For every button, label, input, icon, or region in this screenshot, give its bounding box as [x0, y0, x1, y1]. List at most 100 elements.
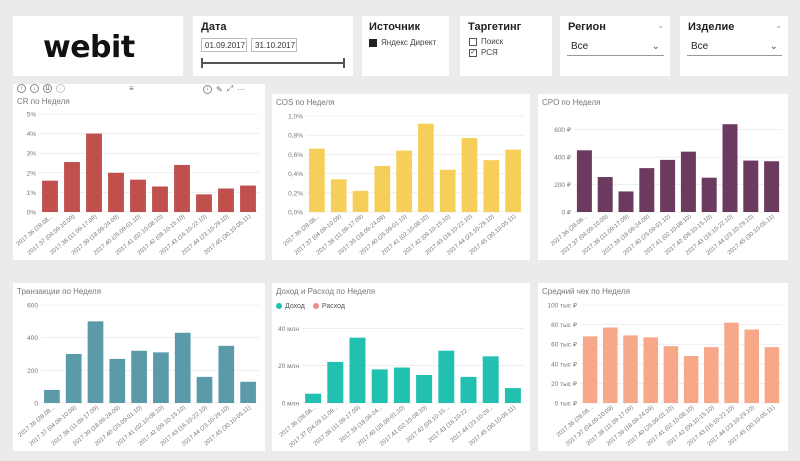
product-dropdown-value: Все: [691, 41, 709, 52]
region-dropdown-value: Все: [571, 41, 589, 52]
bar: [42, 180, 58, 212]
chart-card-avg-check[interactable]: Средний чек по Неделя 0 тыс ₽ 20 тыс ₽ 40 …: [538, 283, 788, 451]
bar: [618, 191, 634, 212]
targeting-slicer-title: Таргетинг: [468, 21, 522, 33]
checkbox-checked[interactable]: ✓: [469, 48, 477, 57]
chart-card-cos[interactable]: COS по Неделя 0,0% 0,2% 0,4% 0,6% 0,8% 1,0% 20…: [272, 94, 530, 260]
bar: [130, 179, 146, 212]
chart-card-income-expense[interactable]: Доход и Расход по Неделя Доход Расход 0 …: [272, 283, 530, 451]
targeting-option-label: Поиск: [481, 37, 504, 46]
bar: [418, 123, 434, 212]
bar: [576, 150, 592, 212]
x-tick-label: 2017.36 (28.08...: [550, 214, 589, 248]
bar: [174, 164, 190, 212]
bar: [218, 345, 235, 403]
y-tick-label: 1,0%: [288, 114, 303, 121]
region-dropdown[interactable]: Все ⌄: [567, 38, 664, 56]
product-dropdown[interactable]: Все ⌄: [687, 38, 782, 56]
drill-down-icon[interactable]: ↓: [30, 84, 39, 93]
targeting-option-rsya[interactable]: ✓ РСЯ: [469, 48, 498, 57]
chart-card-transactions[interactable]: Транзакции по Неделя 0 200 400 600 2017.36 (…: [13, 283, 265, 451]
date-start-input[interactable]: 01.09.2017: [201, 38, 247, 52]
x-tick-label: 2017.36 (28.08...: [283, 214, 322, 248]
date-range-slider[interactable]: [202, 62, 344, 64]
bar: [305, 393, 322, 403]
y-tick-label: 0,8%: [288, 133, 303, 140]
bar: [744, 329, 759, 403]
chart-avg-check: 0 тыс ₽ 20 тыс ₽ 40 тыс ₽ 60 тыс ₽ 80 тыс ₽ 1…: [548, 303, 782, 448]
region-slicer: Регион ⌄ Все ⌄: [560, 16, 670, 76]
bar: [743, 160, 759, 212]
drag-handle-icon[interactable]: ≡: [129, 84, 135, 93]
pin-icon[interactable]: ✎: [216, 84, 223, 94]
y-tick-label: 2%: [27, 170, 37, 177]
date-slider-end-handle[interactable]: [343, 58, 345, 68]
bar: [330, 179, 347, 212]
chart-cos: 0,0% 0,2% 0,4% 0,6% 0,8% 1,0% 2017.36 (28.08..…: [283, 114, 524, 257]
chevron-down-icon: ⌄: [769, 41, 778, 52]
targeting-option-search[interactable]: Поиск: [469, 37, 503, 46]
bar: [482, 356, 499, 403]
y-tick-label: 100 тыс ₽: [548, 303, 578, 310]
bar: [724, 322, 739, 403]
region-slicer-title: Регион: [568, 21, 606, 33]
bar: [663, 346, 679, 403]
y-tick-label: 600 ₽: [554, 127, 571, 134]
checkbox-checked[interactable]: [369, 38, 377, 47]
checkbox-unchecked[interactable]: [469, 37, 477, 46]
bar: [371, 369, 388, 403]
bar: [196, 194, 212, 212]
y-tick-label: 600: [27, 303, 38, 310]
y-tick-label: 0: [34, 401, 38, 408]
y-tick-label: 40 тыс ₽: [551, 361, 577, 368]
legend-item-income[interactable]: Доход: [276, 303, 305, 310]
focus-mode-icon[interactable]: ⤢: [226, 84, 234, 93]
x-tick-label: 2017.36 (28.08...: [279, 405, 318, 439]
chart-cr: 0%1%2%3%4%5%2017.36 (28.08...2017.37 (04…: [16, 112, 259, 257]
bar: [438, 350, 455, 403]
chart-title: CPO по Неделя: [542, 98, 601, 107]
chevron-down-icon[interactable]: ⌄: [657, 21, 664, 30]
drill-down-circle-icon[interactable]: ↓: [203, 84, 212, 94]
chart-title: COS по Неделя: [276, 98, 335, 107]
bar: [722, 124, 738, 212]
source-option-label: Яндекс Директ: [381, 38, 437, 47]
bar: [460, 376, 477, 403]
targeting-slicer: Таргетинг Поиск ✓ РСЯ: [460, 16, 552, 76]
bar: [64, 162, 80, 212]
chart-card-cr[interactable]: ↑ ↓ ⇊ ↓ ≡ ↓ ✎ ⤢ ··· CR по Неделя 0% 1% 2% 3…: [13, 84, 265, 260]
bar: [240, 185, 256, 212]
logo: webit: [43, 30, 135, 65]
bar: [196, 376, 213, 403]
bar: [152, 186, 168, 212]
date-slider-start-handle[interactable]: [201, 58, 203, 68]
source-slicer: Источник Яндекс Директ: [362, 16, 449, 76]
y-tick-label: 0 ₽: [561, 210, 571, 217]
drill-mode-icon[interactable]: ↓: [56, 84, 65, 93]
y-tick-label: 40 млн: [278, 326, 299, 333]
date-slicer: Дата 01.09.2017 31.10.2017: [193, 16, 353, 76]
y-tick-label: 3%: [27, 151, 37, 158]
bar: [623, 335, 638, 403]
drill-up-icon[interactable]: ↑: [17, 84, 26, 93]
bar: [603, 327, 618, 403]
date-end-input[interactable]: 31.10.2017: [251, 38, 297, 52]
bar: [393, 367, 410, 403]
y-tick-label: 200: [27, 368, 38, 375]
chart-cpo: 0 ₽200 ₽400 ₽600 ₽2017.36 (28.08...2017.…: [550, 124, 782, 257]
chevron-down-icon[interactable]: ⌄: [775, 21, 782, 30]
bar: [439, 169, 456, 212]
bar: [483, 160, 500, 212]
expand-all-icon[interactable]: ⇊: [43, 84, 52, 93]
bar: [218, 188, 234, 212]
y-tick-label: 400: [27, 335, 38, 342]
source-option-yandex[interactable]: Яндекс Директ: [369, 38, 436, 47]
bar: [309, 148, 325, 212]
y-tick-label: 0,2%: [288, 190, 303, 197]
y-tick-label: 0 тыс ₽: [555, 401, 577, 408]
more-options-icon[interactable]: ···: [237, 84, 246, 94]
chart-card-cpo[interactable]: CPO по Неделя 0 ₽ 200 ₽ 400 ₽ 600 ₽ 2017.36 …: [538, 94, 788, 260]
y-tick-label: 20 тыс ₽: [551, 381, 577, 388]
legend-item-expense[interactable]: Расход: [312, 303, 345, 310]
